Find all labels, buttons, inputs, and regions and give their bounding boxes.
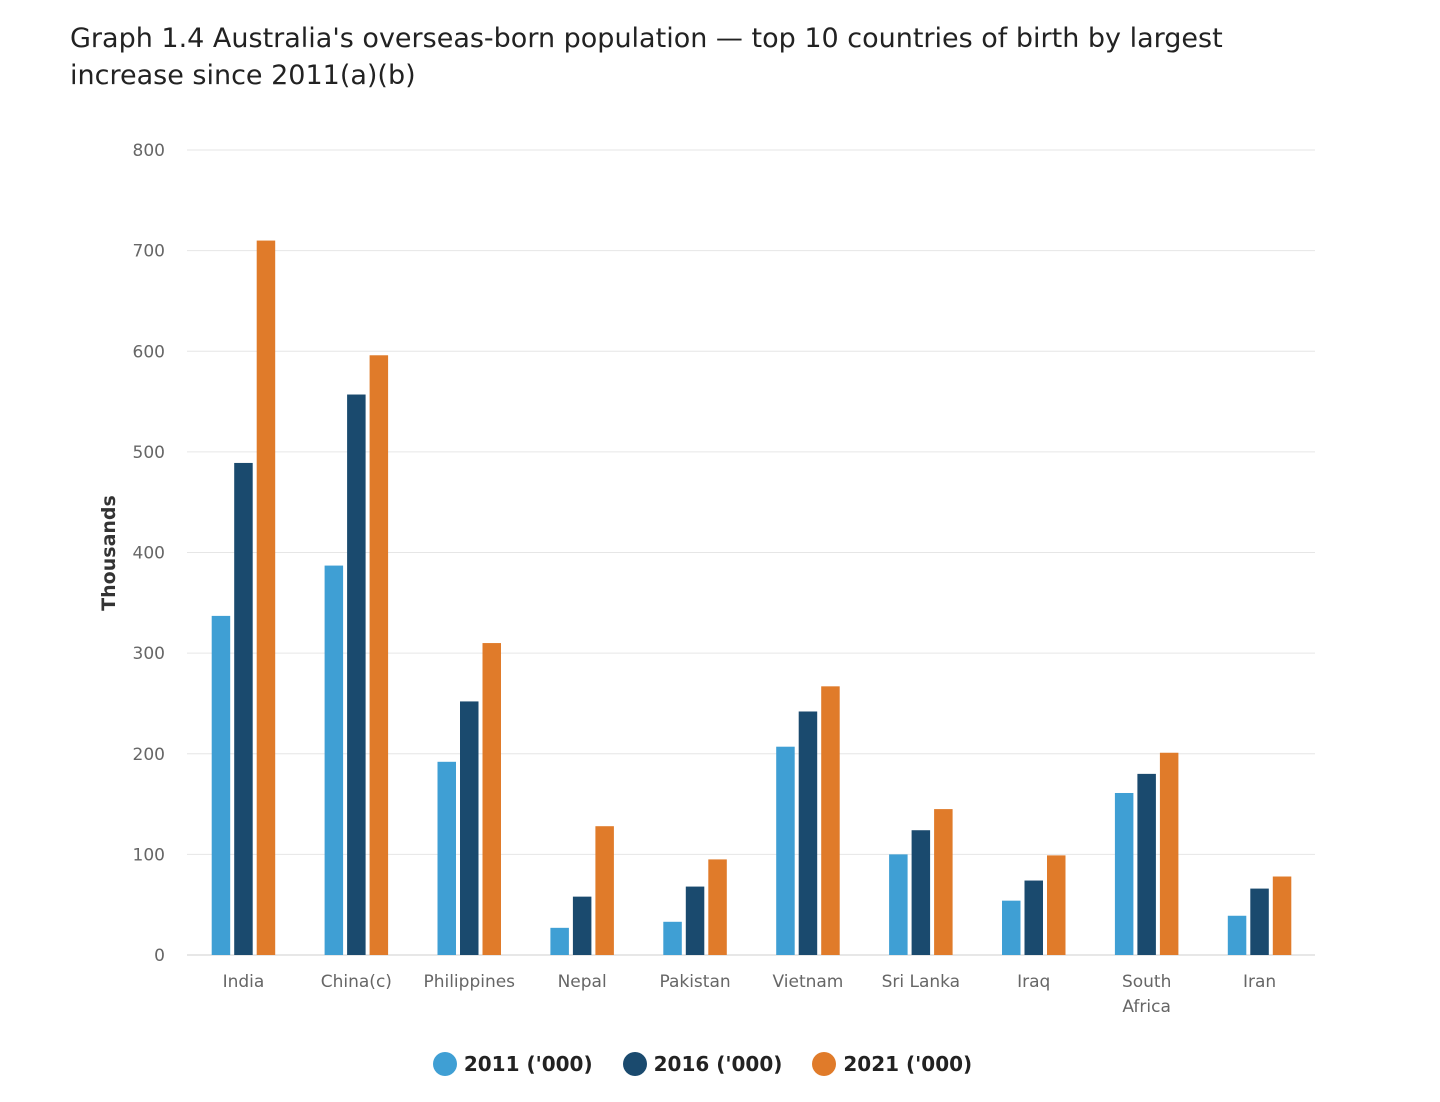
y-tick-label: 400 — [133, 544, 165, 564]
x-tick-label: South Africa — [1122, 972, 1171, 1017]
bar-pakistan-series-3 — [708, 859, 727, 955]
x-axis-labels: India China(c) Philippines Nepal Pakistan Vie… — [223, 972, 1277, 1017]
bar-vietnam-series-2 — [798, 711, 818, 955]
bar-south-africa-series-3 — [1159, 752, 1179, 955]
y-axis-ticks: 0 100 200 300 400 500 600 700 800 — [133, 141, 165, 966]
bar-pakistan-series-2 — [685, 886, 705, 955]
bar-sri-lanka-series-2 — [911, 830, 931, 955]
x-tick-label: Pakistan — [659, 972, 730, 992]
y-tick-label: 500 — [133, 443, 165, 463]
bar-iraq-series-2 — [1024, 880, 1043, 955]
bar-sri-lanka-series-3 — [934, 809, 953, 955]
bar-china-c--series-2 — [347, 394, 366, 955]
legend: 2011 ('000) 2016 ('000) 2021 ('000) — [0, 1052, 1405, 1076]
y-tick-label: 800 — [133, 141, 165, 161]
legend-item[interactable]: 2021 ('000) — [812, 1052, 972, 1076]
bar-vietnam-series-3 — [821, 686, 840, 955]
legend-swatch-icon — [622, 1052, 647, 1076]
bar-iraq-series-3 — [1047, 855, 1066, 955]
bar-india-series-3 — [256, 240, 276, 955]
y-tick-label: 600 — [133, 342, 165, 362]
legend-item[interactable]: 2016 ('000) — [622, 1052, 783, 1076]
bar-sri-lanka-series-1 — [889, 854, 908, 955]
bar-nepal-series-1 — [550, 927, 569, 955]
bar-south-africa-series-1 — [1114, 792, 1134, 955]
bar-philippines-series-1 — [437, 761, 456, 955]
legend-swatch-icon — [432, 1052, 457, 1076]
x-tick-label: China(c) — [321, 972, 392, 992]
bar-china-c--series-1 — [324, 565, 344, 955]
legend-label: 2011 ('000) — [463, 1052, 593, 1076]
legend-swatch-icon — [812, 1052, 837, 1076]
bar-south-africa-series-2 — [1137, 773, 1156, 955]
y-axis-title: Thousands — [98, 495, 120, 611]
y-tick-label: 200 — [133, 745, 165, 765]
x-tick-label: Vietnam — [773, 972, 844, 992]
bar-iraq-series-1 — [1002, 900, 1021, 955]
bar-iran-series-1 — [1227, 915, 1247, 955]
legend-label: 2016 ('000) — [653, 1052, 783, 1076]
x-tick-label: Iran — [1243, 972, 1276, 992]
y-tick-label: 700 — [133, 242, 165, 262]
bar-india-series-2 — [234, 462, 253, 955]
chart-title: Graph 1.4 Australia's overseas-born popu… — [70, 23, 1223, 91]
bar-iran-series-2 — [1250, 888, 1269, 955]
x-tick-label: Nepal — [558, 972, 607, 992]
y-tick-label: 0 — [154, 946, 165, 966]
y-tick-label: 100 — [133, 845, 165, 865]
x-tick-label: Sri Lanka — [882, 972, 961, 992]
bar-philippines-series-2 — [460, 701, 479, 955]
bar-nepal-series-3 — [595, 826, 614, 955]
bar-iran-series-3 — [1272, 876, 1292, 955]
bar-nepal-series-2 — [572, 896, 592, 955]
legend-item[interactable]: 2011 ('000) — [432, 1052, 593, 1076]
bars — [211, 240, 1292, 955]
legend-label: 2021 ('000) — [843, 1052, 973, 1076]
bar-india-series-1 — [211, 615, 231, 955]
y-tick-label: 300 — [133, 644, 165, 664]
x-tick-label: Philippines — [423, 972, 515, 992]
bar-china-c--series-3 — [369, 355, 389, 955]
x-tick-label: Iraq — [1017, 972, 1050, 992]
bar-pakistan-series-1 — [663, 921, 682, 955]
bar-philippines-series-3 — [482, 643, 501, 955]
bar-vietnam-series-1 — [776, 746, 795, 955]
x-tick-label: India — [223, 972, 265, 992]
